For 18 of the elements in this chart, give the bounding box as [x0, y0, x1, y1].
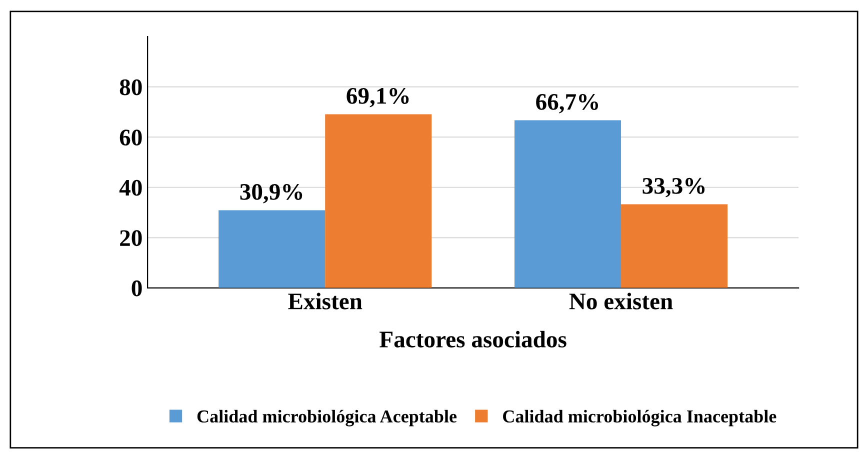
- data-label: 30,9%: [240, 184, 302, 204]
- y-tick-label: 40: [119, 180, 142, 196]
- bar: [514, 120, 622, 288]
- data-label: 33,3%: [642, 178, 705, 198]
- y-tick-label: 0: [132, 280, 142, 296]
- data-label: 69,1%: [346, 88, 409, 108]
- y-tick-label: 80: [120, 79, 142, 96]
- x-axis-title: Factores asociados: [380, 330, 566, 348]
- y-tick-label: 60: [120, 130, 142, 146]
- y-tick-label: 20: [120, 230, 142, 246]
- bar: [325, 114, 432, 288]
- bar: [621, 204, 728, 288]
- legend-label: Calidad microbiológica Aceptable: [197, 410, 457, 426]
- bar: [218, 210, 326, 288]
- legend-label: Calidad microbiológica Inaceptable: [503, 410, 776, 426]
- data-label: 66,7%: [536, 94, 598, 114]
- x-tick-label: Existen: [288, 292, 362, 310]
- x-tick-label: No existen: [569, 292, 673, 310]
